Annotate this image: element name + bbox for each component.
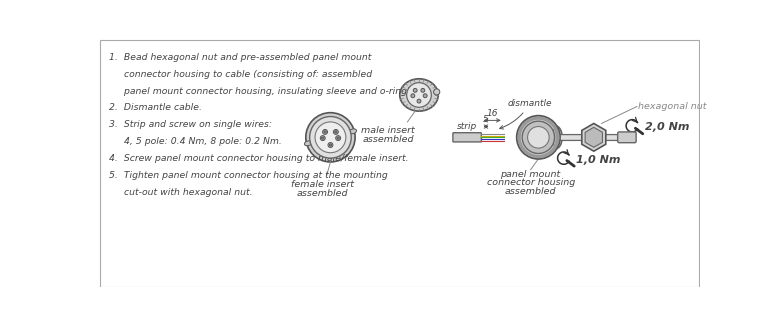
Text: female insert: female insert xyxy=(291,180,354,189)
Bar xyxy=(549,134,623,141)
Ellipse shape xyxy=(349,129,356,134)
Circle shape xyxy=(335,131,337,133)
Text: 4.  Screw panel mount connector housing to male/female insert.: 4. Screw panel mount connector housing t… xyxy=(108,154,408,163)
Circle shape xyxy=(306,113,355,162)
Text: dismantle: dismantle xyxy=(500,99,552,129)
Text: assembled: assembled xyxy=(505,187,556,196)
Circle shape xyxy=(413,89,417,92)
Circle shape xyxy=(323,130,328,134)
Text: 2.  Dismantle cable.: 2. Dismantle cable. xyxy=(108,103,202,112)
Text: panel mount connector housing, insulating sleeve and o-ring).: panel mount connector housing, insulatin… xyxy=(108,87,413,96)
Circle shape xyxy=(321,137,324,139)
Text: 16: 16 xyxy=(487,109,498,118)
Text: panel mount: panel mount xyxy=(501,170,561,179)
Ellipse shape xyxy=(551,129,559,146)
Polygon shape xyxy=(582,123,606,151)
FancyBboxPatch shape xyxy=(404,88,412,102)
Circle shape xyxy=(411,94,415,98)
Text: 2,0 Nm: 2,0 Nm xyxy=(644,122,689,132)
Circle shape xyxy=(333,130,339,134)
Circle shape xyxy=(337,137,339,139)
Circle shape xyxy=(517,116,560,159)
Text: 1,0 Nm: 1,0 Nm xyxy=(576,155,621,165)
Text: cut-out with hexagonal nut.: cut-out with hexagonal nut. xyxy=(108,188,252,197)
Text: 4, 5 pole: 0.4 Nm, 8 pole: 0.2 Nm.: 4, 5 pole: 0.4 Nm, 8 pole: 0.2 Nm. xyxy=(108,137,282,146)
Text: connector housing: connector housing xyxy=(487,178,575,187)
Circle shape xyxy=(335,136,341,141)
Circle shape xyxy=(328,142,333,148)
Circle shape xyxy=(527,127,549,148)
Circle shape xyxy=(329,144,331,146)
Text: assembled: assembled xyxy=(363,135,414,144)
Ellipse shape xyxy=(548,126,562,149)
Circle shape xyxy=(315,122,346,153)
Text: strip: strip xyxy=(456,122,477,131)
Bar xyxy=(549,136,623,139)
Circle shape xyxy=(324,131,326,133)
Text: male insert: male insert xyxy=(361,126,415,135)
FancyBboxPatch shape xyxy=(453,133,481,142)
Text: 3.  Strip and screw on single wires:: 3. Strip and screw on single wires: xyxy=(108,120,271,130)
Text: 5: 5 xyxy=(483,115,489,124)
Text: 1.  Bead hexagonal nut and pre-assembled panel mount: 1. Bead hexagonal nut and pre-assembled … xyxy=(108,53,371,62)
Circle shape xyxy=(417,99,421,103)
Circle shape xyxy=(321,136,325,141)
Polygon shape xyxy=(585,127,602,147)
Circle shape xyxy=(406,83,431,107)
FancyBboxPatch shape xyxy=(618,132,636,143)
Ellipse shape xyxy=(304,141,312,146)
Circle shape xyxy=(434,89,440,95)
Circle shape xyxy=(522,121,555,153)
Text: connector housing to cable (consisting of: assembled: connector housing to cable (consisting o… xyxy=(108,69,372,78)
Circle shape xyxy=(421,89,425,92)
Circle shape xyxy=(424,94,427,98)
Ellipse shape xyxy=(399,79,438,111)
Circle shape xyxy=(310,117,351,158)
Text: assembled: assembled xyxy=(297,189,349,198)
Text: hexagonal nut: hexagonal nut xyxy=(639,102,707,111)
Text: 5.  Tighten panel mount connector housing at the mounting: 5. Tighten panel mount connector housing… xyxy=(108,171,388,180)
